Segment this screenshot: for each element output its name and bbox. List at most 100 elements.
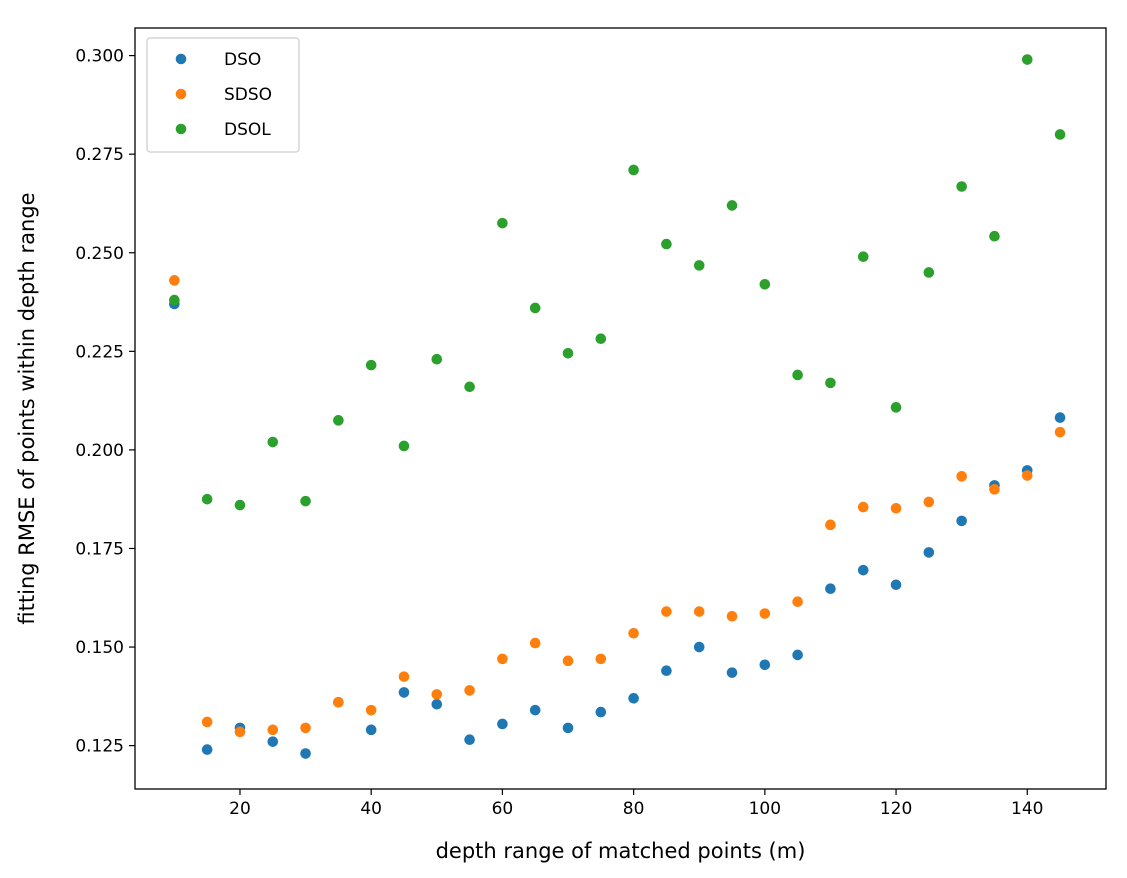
- x-tick-label: 20: [229, 799, 251, 819]
- point-dsol: [464, 381, 475, 393]
- point-dso: [562, 722, 574, 734]
- point-dso: [693, 641, 705, 653]
- y-tick-label: 0.125: [75, 737, 124, 757]
- y-tick-label: 0.225: [75, 342, 124, 362]
- point-dso: [464, 734, 475, 746]
- point-dsol: [562, 347, 574, 359]
- point-sdso: [825, 519, 836, 531]
- point-dsol: [333, 415, 344, 426]
- point-dso: [300, 748, 311, 759]
- point-dsol: [431, 353, 443, 365]
- point-sdso: [956, 471, 967, 482]
- point-sdso: [989, 484, 1000, 495]
- point-sdso: [661, 606, 672, 617]
- point-dsol: [792, 369, 803, 381]
- legend-marker-dso: [175, 53, 187, 65]
- point-dsol: [693, 260, 705, 271]
- point-sdso: [562, 655, 574, 667]
- legend-label-sdso: SDSO: [224, 85, 272, 105]
- point-dso: [529, 704, 541, 716]
- legend-marker-sdso: [175, 88, 187, 100]
- point-dsol: [398, 440, 410, 452]
- point-sdso: [234, 726, 246, 738]
- point-dso: [792, 649, 803, 661]
- point-dso: [759, 659, 771, 671]
- point-sdso: [890, 502, 902, 514]
- point-dsol: [169, 294, 180, 306]
- legend-label-dso: DSO: [224, 50, 261, 70]
- legend-marker-dsol: [175, 123, 187, 135]
- x-tick-label: 60: [492, 799, 514, 819]
- point-dsol: [825, 377, 836, 389]
- point-dso: [431, 698, 443, 710]
- point-dso: [890, 579, 902, 591]
- point-dso: [661, 665, 672, 677]
- point-dso: [497, 718, 508, 730]
- point-sdso: [431, 689, 443, 700]
- point-dsol: [497, 217, 508, 229]
- y-axis-label: fitting RMSE of points within depth rang…: [15, 192, 39, 624]
- x-tick-label: 40: [360, 799, 382, 819]
- point-sdso: [1054, 426, 1066, 438]
- point-dsol: [956, 181, 967, 192]
- y-tick-label: 0.150: [75, 638, 124, 658]
- point-sdso: [497, 653, 508, 665]
- y-tick-label: 0.175: [75, 539, 124, 559]
- plot-frame: [134, 27, 1107, 790]
- point-dso: [267, 736, 279, 747]
- legend: DSO SDSO DSOL: [146, 37, 300, 153]
- y-tick-label: 0.275: [75, 145, 124, 165]
- point-dsol: [201, 493, 213, 505]
- point-dsol: [726, 200, 738, 211]
- legend-label-dsol: DSOL: [224, 120, 271, 140]
- point-dsol: [1054, 129, 1066, 140]
- x-tick-label: 80: [623, 799, 645, 819]
- point-dsol: [595, 333, 607, 345]
- point-dso: [365, 724, 377, 736]
- point-dso: [923, 547, 935, 558]
- x-tick-label: 120: [880, 799, 912, 819]
- point-sdso: [529, 637, 541, 649]
- point-sdso: [464, 685, 475, 696]
- point-dsol: [300, 495, 311, 507]
- point-sdso: [792, 596, 803, 608]
- point-dsol: [234, 499, 246, 511]
- point-dso: [726, 667, 738, 678]
- y-axis-ticks: 0.125 0.150 0.175 0.200 0.225 0.250 0.275 0.300: [75, 47, 135, 757]
- point-sdso: [857, 501, 869, 513]
- y-tick-label: 0.300: [75, 47, 124, 67]
- x-tick-label: 140: [1011, 799, 1043, 819]
- y-tick-label: 0.200: [75, 441, 124, 461]
- point-dsol: [1021, 54, 1033, 65]
- point-dsol: [923, 267, 935, 278]
- point-dso: [595, 706, 607, 718]
- point-sdso: [267, 724, 279, 736]
- point-dso: [398, 687, 410, 698]
- point-sdso: [595, 653, 607, 665]
- x-axis-label: depth range of matched points (m): [436, 839, 806, 863]
- point-dso: [201, 744, 213, 755]
- x-tick-label: 100: [749, 799, 781, 819]
- point-dsol: [628, 164, 639, 176]
- point-sdso: [726, 610, 738, 622]
- point-dsol: [857, 251, 869, 262]
- point-dso: [1054, 412, 1066, 423]
- point-sdso: [923, 496, 935, 508]
- point-sdso: [169, 275, 180, 286]
- point-dso: [825, 583, 836, 594]
- point-sdso: [333, 696, 344, 708]
- y-tick-label: 0.250: [75, 244, 124, 264]
- point-sdso: [693, 606, 705, 617]
- point-dso: [956, 515, 967, 527]
- point-dsol: [989, 230, 1000, 242]
- data-points: [169, 54, 1066, 759]
- point-sdso: [759, 608, 771, 619]
- point-sdso: [1021, 470, 1033, 481]
- point-dsol: [365, 359, 377, 371]
- point-dsol: [759, 278, 771, 290]
- point-sdso: [398, 671, 410, 682]
- point-sdso: [628, 627, 639, 639]
- point-dsol: [529, 302, 541, 314]
- point-dsol: [267, 436, 279, 448]
